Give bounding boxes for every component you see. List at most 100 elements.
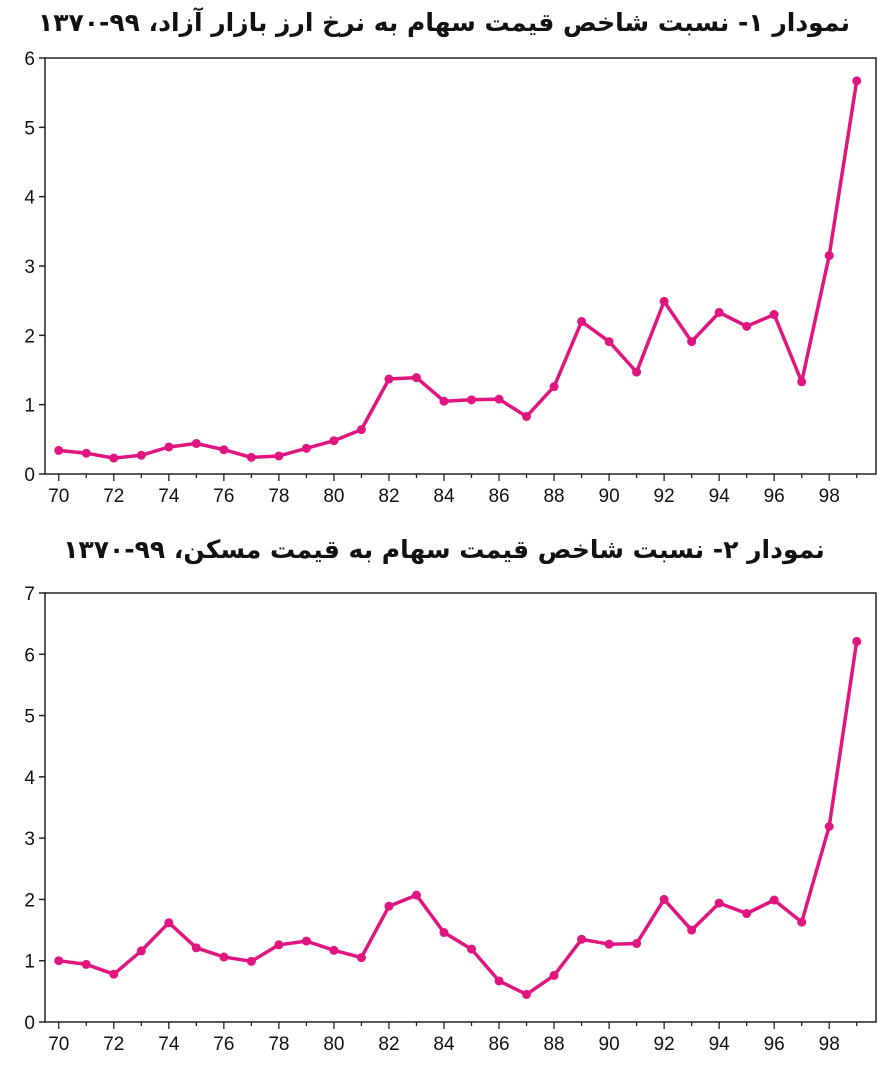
y-tick-label: 1 bbox=[24, 952, 35, 973]
data-point bbox=[714, 307, 724, 317]
data-point bbox=[632, 939, 642, 949]
x-tick-label: 92 bbox=[654, 486, 675, 507]
data-point bbox=[246, 956, 256, 966]
x-tick-label: 84 bbox=[433, 486, 455, 507]
x-tick-label: 74 bbox=[158, 486, 180, 507]
data-point bbox=[356, 425, 366, 435]
x-tick-label: 92 bbox=[654, 1034, 675, 1055]
data-point bbox=[356, 953, 366, 963]
data-point bbox=[797, 917, 807, 927]
x-tick-label: 86 bbox=[488, 486, 509, 507]
y-tick-label: 0 bbox=[24, 465, 35, 486]
data-point bbox=[301, 936, 311, 946]
data-point bbox=[467, 944, 477, 954]
data-point bbox=[439, 928, 449, 938]
data-point bbox=[824, 251, 834, 261]
y-tick-label: 6 bbox=[24, 645, 35, 666]
data-point bbox=[687, 337, 697, 347]
data-point bbox=[797, 377, 807, 387]
data-point bbox=[219, 445, 229, 455]
x-tick-label: 96 bbox=[764, 1034, 785, 1055]
chart-2-title: نمودار ۲- نسبت شاخص قیمت سهام به قیمت مس… bbox=[63, 535, 825, 564]
data-point bbox=[604, 337, 614, 347]
data-point bbox=[769, 310, 779, 320]
x-tick-label: 78 bbox=[268, 486, 289, 507]
x-tick-label: 80 bbox=[323, 486, 344, 507]
chart-1: 0 1 2 3 4 5 6 70 72 74 76 78 80 82 84 86 88 90 92 94 96 98 bbox=[24, 49, 877, 507]
data-point bbox=[467, 395, 477, 405]
x-tick-label: 84 bbox=[433, 1034, 455, 1055]
x-tick-label: 94 bbox=[709, 486, 731, 507]
y-tick-label: 5 bbox=[24, 707, 35, 728]
data-point bbox=[384, 901, 394, 911]
data-point bbox=[494, 394, 504, 404]
x-tick-label: 94 bbox=[709, 1034, 731, 1055]
data-point bbox=[659, 894, 669, 904]
data-point bbox=[136, 450, 146, 460]
data-point bbox=[81, 959, 91, 969]
data-point bbox=[54, 445, 64, 455]
x-tick-label: 98 bbox=[819, 1034, 840, 1055]
x-tick-label: 82 bbox=[378, 486, 399, 507]
data-point bbox=[439, 396, 449, 406]
y-tick-label: 7 bbox=[24, 584, 35, 605]
data-point bbox=[164, 442, 174, 452]
y-tick-label: 4 bbox=[24, 768, 35, 789]
x-tick-label: 72 bbox=[103, 1034, 124, 1055]
data-point bbox=[219, 952, 229, 962]
x-tick-label: 90 bbox=[599, 1034, 620, 1055]
data-point bbox=[109, 453, 119, 463]
data-point bbox=[136, 946, 146, 956]
data-point bbox=[329, 945, 339, 955]
x-tick-label: 76 bbox=[213, 1034, 234, 1055]
x-tick-label: 78 bbox=[268, 1034, 289, 1055]
x-tick-label: 88 bbox=[543, 1034, 564, 1055]
chart-2: 0 1 2 3 4 5 6 7 70 72 74 76 78 80 82 84 86 88 90 92 94 96 98 bbox=[24, 584, 877, 1055]
x-tick-label: 70 bbox=[48, 486, 69, 507]
y-tick-label: 2 bbox=[24, 326, 35, 347]
chart-1-title: نمودار ۱- نسبت شاخص قیمت سهام به نرخ ارز… bbox=[37, 8, 850, 37]
data-point bbox=[109, 969, 119, 979]
plot-frame bbox=[44, 592, 877, 1023]
data-point bbox=[577, 934, 587, 944]
y-tick-label: 1 bbox=[24, 396, 35, 417]
data-point bbox=[852, 76, 862, 86]
series-line bbox=[57, 79, 859, 460]
data-point bbox=[274, 940, 284, 950]
data-point bbox=[522, 989, 532, 999]
data-point bbox=[329, 436, 339, 446]
y-tick-label: 0 bbox=[24, 1013, 35, 1034]
data-point bbox=[659, 296, 669, 306]
data-point bbox=[274, 451, 284, 461]
data-point bbox=[742, 321, 752, 331]
x-tick-label: 80 bbox=[323, 1034, 344, 1055]
x-tick-label: 70 bbox=[48, 1034, 69, 1055]
data-point bbox=[494, 976, 504, 986]
data-point bbox=[301, 443, 311, 453]
data-point bbox=[687, 925, 697, 935]
x-tick-label: 96 bbox=[764, 486, 785, 507]
data-point bbox=[742, 909, 752, 919]
data-point bbox=[191, 943, 201, 953]
data-point bbox=[824, 821, 834, 831]
data-point bbox=[384, 374, 394, 384]
x-tick-label: 72 bbox=[103, 486, 124, 507]
y-tick-label: 4 bbox=[24, 188, 35, 209]
y-tick-label: 6 bbox=[24, 49, 35, 70]
data-point bbox=[714, 898, 724, 908]
data-point bbox=[549, 970, 559, 980]
x-tick-label: 90 bbox=[599, 486, 620, 507]
data-point bbox=[852, 636, 862, 646]
y-tick-label: 2 bbox=[24, 890, 35, 911]
data-point bbox=[769, 895, 779, 905]
data-point bbox=[522, 411, 532, 421]
data-point bbox=[246, 452, 256, 462]
series-line bbox=[57, 639, 859, 997]
data-point bbox=[411, 373, 421, 383]
data-point bbox=[604, 939, 614, 949]
x-tick-label: 98 bbox=[819, 486, 840, 507]
y-tick-label: 3 bbox=[24, 257, 35, 278]
plot-frame bbox=[44, 57, 877, 475]
data-point bbox=[411, 890, 421, 900]
y-tick-label: 3 bbox=[24, 829, 35, 850]
